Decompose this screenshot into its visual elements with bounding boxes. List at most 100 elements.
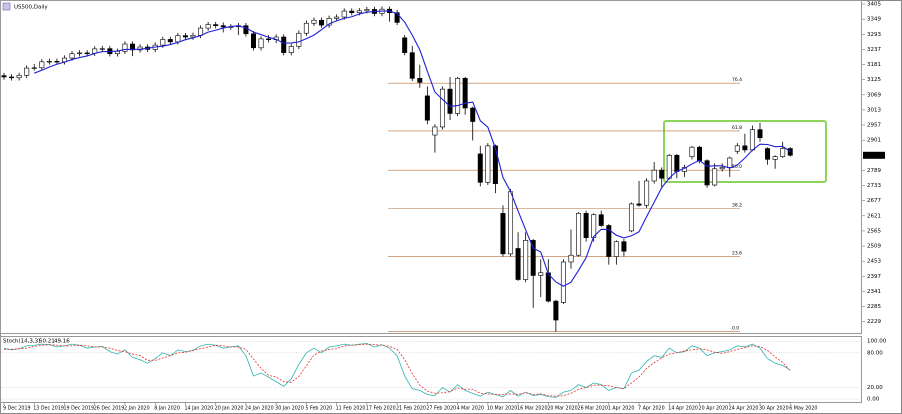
candle-body [508, 191, 514, 255]
y-tick-label: 2509 [867, 244, 881, 250]
x-tick-label: 10 Mar 2020 [487, 406, 517, 412]
candle-body [424, 95, 430, 121]
candle-body [402, 37, 408, 53]
x-tick-label: 11 Feb 2020 [336, 406, 366, 412]
candle-body [432, 126, 438, 136]
candle-body [765, 148, 771, 160]
y-tick-label: 20.00 [867, 385, 883, 391]
stoch-line [3, 343, 791, 398]
candle-body [560, 261, 566, 303]
candle-body [553, 300, 559, 321]
candle-body [296, 32, 302, 47]
x-tick-label: 9 Dec 2019 [3, 406, 31, 412]
candle-body [659, 169, 665, 179]
candle-body [697, 146, 703, 161]
symbol-icon [2, 2, 11, 11]
candle-body [787, 148, 793, 156]
candle-body [727, 157, 733, 168]
x-tick-label: 14 Jan 2020 [184, 406, 213, 412]
candle-body [16, 75, 22, 79]
stoch-main-value: 50.21 [39, 339, 55, 345]
x-tick-label: 30 Jan 2020 [275, 406, 304, 412]
y-tick-label: 2789 [867, 168, 881, 174]
candle-body [757, 129, 763, 139]
candle-body [182, 35, 188, 38]
candle-body [175, 35, 181, 43]
candle-body [326, 18, 332, 26]
x-tick-label: 21 Feb 2020 [396, 406, 426, 412]
x-tick-label: 20 Jan 2020 [215, 406, 244, 412]
x-tick-label: 5 Feb 2020 [305, 406, 332, 412]
y-tick-label: 2677 [867, 198, 881, 204]
candle-body [780, 148, 786, 157]
x-tick-label: 14 Apr 2020 [668, 406, 698, 412]
candle-body [439, 88, 445, 128]
candle-body [1, 75, 7, 78]
candle-body [122, 43, 128, 52]
candle-body [666, 154, 672, 179]
candle-body [644, 180, 650, 206]
candle-body [409, 52, 415, 79]
x-tick-label: 19 Dec 2019 [63, 406, 94, 412]
fib-label: 0.0 [732, 326, 739, 332]
stoch-panel [0, 336, 862, 403]
y-tick-label: 3237 [867, 47, 881, 53]
y-tick-label: 2901 [867, 138, 881, 144]
candle-body [341, 10, 347, 18]
x-tick-label: 1 Apr 2020 [608, 406, 635, 412]
chart-title: US500,Daily [14, 5, 48, 11]
y-tick-label: 3069 [867, 92, 881, 98]
candle-body [319, 19, 325, 26]
candle-body [719, 167, 725, 170]
candle-body [470, 107, 476, 122]
y-tick-label: 3349 [867, 17, 881, 23]
moving-average [34, 10, 791, 287]
candle-body [455, 78, 461, 114]
candle-body [492, 145, 498, 184]
x-tick-label: 30 Apr 2020 [759, 406, 789, 412]
candle-body [258, 38, 264, 49]
x-tick-label: 7 Apr 2020 [638, 406, 665, 412]
range-box [663, 120, 827, 183]
candle-body [311, 19, 317, 24]
candle-body [742, 145, 748, 151]
fib-label: 76.4 [732, 77, 742, 83]
x-tick-label: 6 May 2020 [789, 406, 817, 412]
x-tick-label: 13 Dec 2019 [33, 406, 64, 412]
x-tick-label: 8 Jan 2020 [154, 406, 180, 412]
candle-body [213, 24, 219, 26]
candle-body [46, 61, 52, 63]
candle-body [734, 145, 740, 152]
y-tick-label: 3405 [867, 2, 881, 8]
last-price-box [863, 151, 885, 159]
candle-body [523, 240, 529, 280]
candle-body [31, 67, 37, 69]
candle-body [69, 53, 75, 59]
candle-body [500, 213, 506, 255]
candle-body [712, 168, 718, 186]
candle-body [485, 145, 491, 183]
y-tick-label: 3181 [867, 62, 881, 68]
candle-body [281, 36, 287, 53]
candle-body [394, 12, 400, 23]
candle-body [621, 241, 627, 252]
y-tick-label: 3125 [867, 77, 881, 83]
candle-body [77, 52, 83, 55]
candle-body [545, 272, 551, 302]
candle-body [628, 203, 634, 232]
stoch-signal-value: 49.16 [54, 339, 70, 345]
candle-body [205, 24, 211, 29]
candle-body [190, 35, 196, 38]
x-tick-label: 24 Apr 2020 [729, 406, 759, 412]
candle-body [198, 27, 204, 36]
candle-body [576, 213, 582, 256]
stoch-line [4, 343, 791, 397]
candle-body [303, 22, 309, 34]
candle-body [674, 154, 680, 172]
candle-body [24, 67, 30, 76]
candle-body [591, 214, 597, 238]
indicator-label: Stoch(14,3,3) [3, 339, 40, 345]
candle-body [447, 88, 453, 114]
candle-body [54, 61, 60, 63]
candle-body [613, 241, 619, 257]
